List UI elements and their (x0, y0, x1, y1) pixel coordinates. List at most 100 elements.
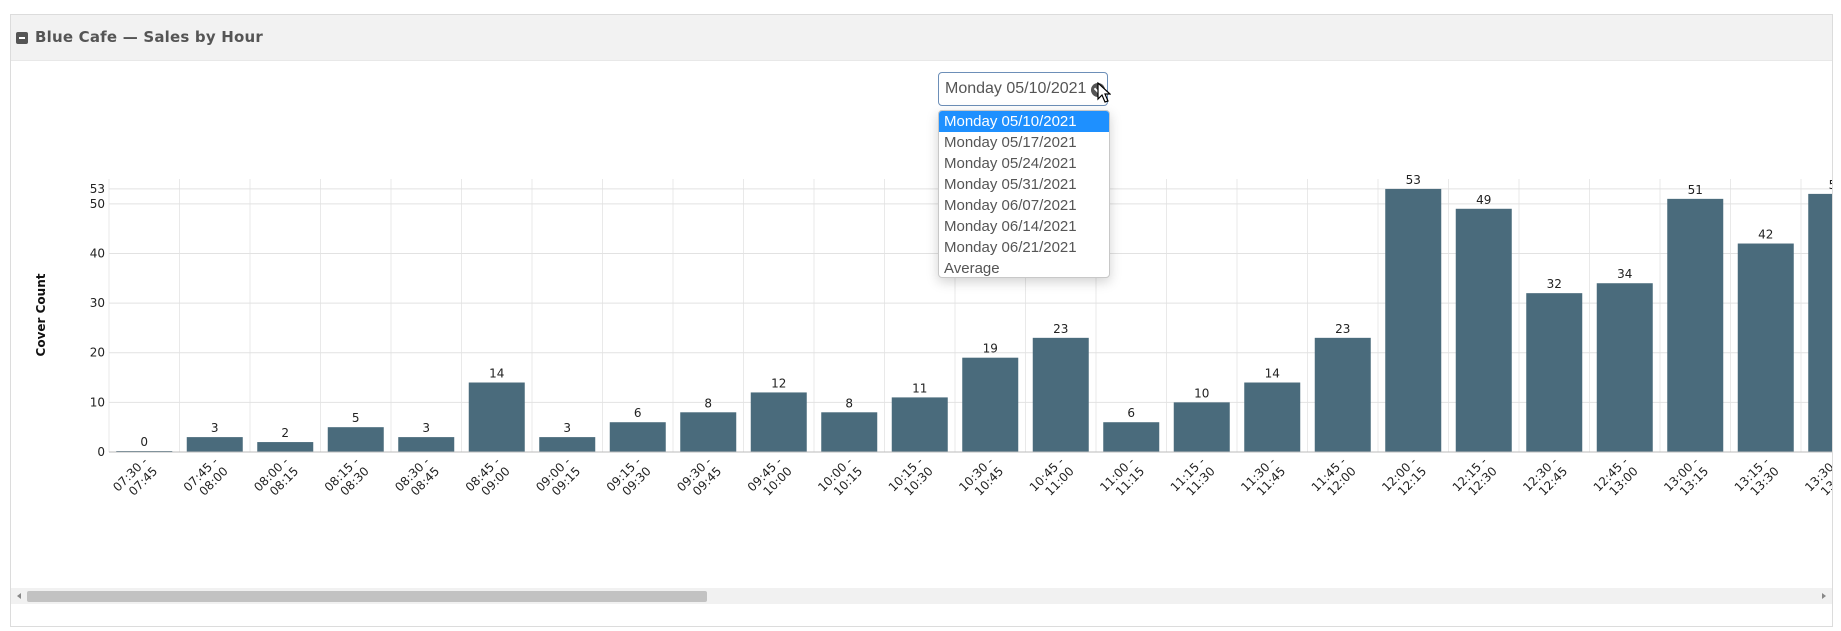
date-option[interactable]: Average (944, 260, 1000, 277)
data-label: 8 (845, 396, 853, 410)
date-option[interactable]: Monday 05/24/2021 (944, 155, 1077, 172)
data-label: 53 (1406, 173, 1421, 187)
data-label: 10 (1194, 386, 1209, 400)
bar (1526, 293, 1583, 452)
date-option[interactable]: Monday 06/14/2021 (944, 218, 1077, 235)
y-tick-label: 50 (90, 197, 105, 211)
bar (821, 412, 878, 452)
data-label: 3 (563, 421, 571, 435)
bar (1244, 382, 1301, 452)
x-tick-label: 07:45 -08:00 (181, 454, 231, 504)
bar (962, 357, 1019, 452)
collapse-icon[interactable] (16, 32, 28, 44)
x-tick-label: 12:00 -12:15 (1379, 454, 1429, 504)
bar (468, 382, 525, 452)
bar (327, 427, 384, 452)
x-tick-label: 11:15 -11:30 (1168, 454, 1218, 504)
x-tick-label: 11:45 -12:00 (1309, 454, 1359, 504)
bar (680, 412, 737, 452)
x-tick-label: 09:00 -09:15 (533, 454, 583, 504)
panel-header: Blue Cafe — Sales by Hour (11, 15, 1832, 61)
data-label: 14 (1265, 367, 1280, 381)
x-tick-label: 07:30 -07:45 (110, 454, 160, 504)
bar (398, 437, 455, 452)
mouse-pointer-icon (1097, 82, 1111, 103)
date-select-value: Monday 05/10/2021 (945, 80, 1087, 97)
data-label: 5 (352, 411, 360, 425)
y-tick-label: 0 (97, 445, 105, 459)
data-label: 3 (422, 421, 430, 435)
x-tick-label: 08:30 -08:45 (392, 454, 442, 504)
panel-title: Blue Cafe — Sales by Hour (35, 28, 263, 46)
date-option[interactable]: Monday 06/07/2021 (944, 197, 1077, 214)
date-option[interactable]: Monday 05/10/2021 (939, 111, 1109, 132)
data-label: 32 (1547, 277, 1562, 291)
bar (257, 442, 314, 452)
y-axis-title: Cover Count (34, 273, 48, 356)
x-tick-label: 13:15 -13:30 (1732, 454, 1782, 504)
horizontal-scrollbar[interactable] (11, 588, 1832, 604)
x-tick-label: 12:15 -12:30 (1450, 454, 1500, 504)
x-tick-label: 10:30 -10:45 (956, 454, 1006, 504)
data-label: 11 (912, 381, 927, 395)
y-tick-label: 20 (90, 346, 105, 360)
data-label: 49 (1476, 193, 1491, 207)
x-tick-label: 10:00 -10:15 (815, 454, 865, 504)
bar (1737, 243, 1794, 452)
date-dropdown-list: Monday 05/10/2021 Monday 05/17/2021 Monday… (938, 110, 1110, 278)
bar (1808, 193, 1832, 452)
data-label: 51 (1688, 183, 1703, 197)
chart-area: 0 10 20 30 40 50 53 Cover Count 0 3 2 5 3 14 3 6 8 12 8 11 1… (11, 61, 1832, 601)
x-tick-label: 08:15 -08:30 (322, 454, 372, 504)
bar (891, 397, 948, 452)
data-label: 34 (1617, 267, 1632, 281)
bar (1596, 283, 1653, 452)
scroll-left-arrow-icon[interactable] (17, 593, 21, 599)
y-tick-label: 40 (90, 246, 105, 260)
data-label: 6 (634, 406, 642, 420)
sales-panel: Blue Cafe — Sales by Hour 0 10 20 30 40 50 53 C… (10, 14, 1833, 627)
data-label: 19 (983, 342, 998, 356)
scrollbar-thumb[interactable] (27, 591, 707, 602)
data-label: 52 (1829, 178, 1832, 192)
x-tick-label: 11:00 -11:15 (1097, 454, 1147, 504)
scroll-right-arrow-icon[interactable] (1822, 593, 1826, 599)
x-tick-label: 13:00 -13:15 (1661, 454, 1711, 504)
x-tick-label: 11:30 -11:45 (1238, 454, 1288, 504)
data-label: 23 (1335, 322, 1350, 336)
data-label: 8 (704, 396, 712, 410)
data-label: 0 (140, 435, 148, 449)
x-tick-label: 09:30 -09:45 (674, 454, 724, 504)
y-tick-label: 30 (90, 296, 105, 310)
date-option[interactable]: Monday 06/21/2021 (944, 239, 1077, 256)
x-tick-label: 13:30 -13:45 (1802, 454, 1832, 504)
bar (1173, 402, 1230, 452)
bar (609, 422, 666, 452)
x-tick-label: 08:00 -08:15 (251, 454, 301, 504)
x-tick-label: 09:45 -10:00 (745, 454, 795, 504)
x-tick-label: 09:15 -09:30 (604, 454, 654, 504)
x-tick-label: 10:45 -11:00 (1027, 454, 1077, 504)
bar (1314, 337, 1371, 452)
date-select[interactable]: Monday 05/10/2021 (938, 72, 1108, 106)
data-label: 2 (281, 426, 289, 440)
y-tick-label: 53 (90, 182, 105, 196)
data-label: 12 (771, 376, 786, 390)
data-label: 6 (1127, 406, 1135, 420)
x-tick-label: 12:30 -12:45 (1520, 454, 1570, 504)
y-tick-label: 10 (90, 395, 105, 409)
date-option[interactable]: Monday 05/31/2021 (944, 176, 1077, 193)
bar (186, 437, 243, 452)
data-label: 42 (1758, 228, 1773, 242)
bar (1103, 422, 1160, 452)
bar (1455, 208, 1512, 452)
bar (539, 437, 596, 452)
data-label: 3 (211, 421, 219, 435)
bar (1032, 337, 1089, 452)
date-option[interactable]: Monday 05/17/2021 (944, 134, 1077, 151)
x-tick-label: 10:15 -10:30 (886, 454, 936, 504)
data-label: 14 (489, 367, 504, 381)
bar (1385, 188, 1442, 452)
data-label: 23 (1053, 322, 1068, 336)
